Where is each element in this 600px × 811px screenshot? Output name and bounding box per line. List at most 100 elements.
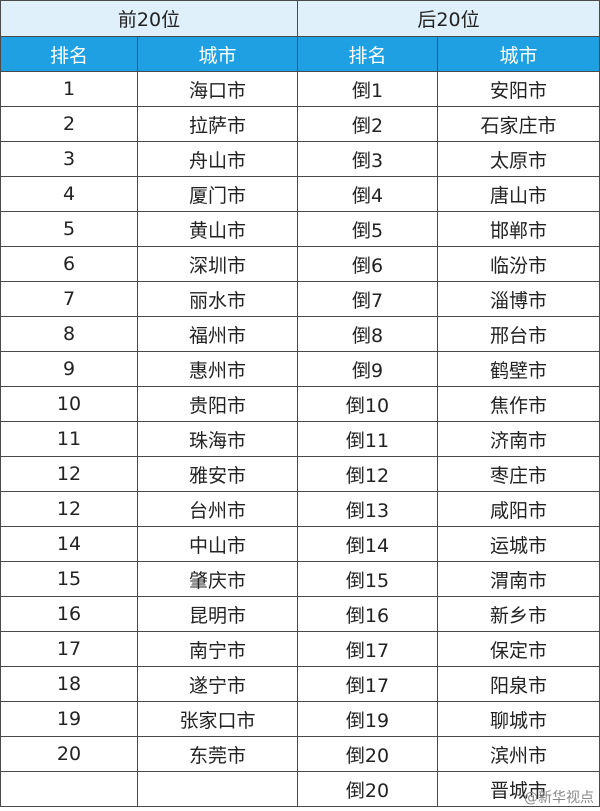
table-row: 2 拉萨市 倒2 石家庄市 (0, 106, 600, 142)
table-row: 18 遂宁市 倒17 阳泉市 (0, 666, 600, 702)
table-cell: 17 (0, 631, 138, 667)
watermark: @新华视点 (524, 790, 594, 806)
table-cell: 海口市 (137, 71, 298, 107)
table-row: 倒20 晋城市 (0, 771, 600, 807)
table-cell: 19 (0, 701, 138, 737)
table-cell: 1 (0, 71, 138, 107)
table-cell: 珠海市 (137, 421, 298, 457)
table-cell: 12 (0, 456, 138, 492)
table-cell: 舟山市 (137, 141, 298, 177)
table-cell: 4 (0, 176, 138, 212)
table-cell: 唐山市 (437, 176, 600, 212)
table-cell: 张家口市 (137, 701, 298, 737)
table-cell: 5 (0, 211, 138, 247)
table-cell: 倒1 (297, 71, 438, 107)
table-cell: 倒2 (297, 106, 438, 142)
table-cell: 深圳市 (137, 246, 298, 282)
group-header: 后20位 (297, 0, 600, 37)
table-cell: 18 (0, 666, 138, 702)
table-cell: 石家庄市 (437, 106, 600, 142)
table-row: 19 张家口市 倒19 聊城市 (0, 701, 600, 737)
table-cell: 倒17 (297, 666, 438, 702)
table-cell: 倒16 (297, 596, 438, 632)
table-cell: 中山市 (137, 526, 298, 562)
table-cell: 倒4 (297, 176, 438, 212)
table-row: 11 珠海市 倒11 济南市 (0, 421, 600, 457)
table-cell: 遂宁市 (137, 666, 298, 702)
table-cell: 倒5 (297, 211, 438, 247)
table-cell: 惠州市 (137, 351, 298, 387)
table-cell: 20 (0, 736, 138, 772)
table-cell: 滨州市 (437, 736, 600, 772)
table-row: 17 南宁市 倒17 保定市 (0, 631, 600, 667)
table-cell: 鹤壁市 (437, 351, 600, 387)
column-header-row: 排名 城市 排名 城市 (0, 36, 600, 72)
table-cell: 枣庄市 (437, 456, 600, 492)
table-cell: 倒3 (297, 141, 438, 177)
table-cell: 16 (0, 596, 138, 632)
column-header: 城市 (437, 36, 600, 72)
table-row: 16 昆明市 倒16 新乡市 (0, 596, 600, 632)
table-cell: 太原市 (437, 141, 600, 177)
table-cell: 贵阳市 (137, 386, 298, 422)
table-cell: 昆明市 (137, 596, 298, 632)
table-cell: 倒15 (297, 561, 438, 597)
table-cell: 倒7 (297, 281, 438, 317)
table-cell: 7 (0, 281, 138, 317)
table-cell: 倒6 (297, 246, 438, 282)
column-header: 排名 (297, 36, 438, 72)
table-cell: 肇庆市 (137, 561, 298, 597)
table-cell: 6 (0, 246, 138, 282)
table-row: 3 舟山市 倒3 太原市 (0, 141, 600, 177)
table-cell: 倒14 (297, 526, 438, 562)
table-cell: 晋城市 (437, 771, 600, 807)
column-header: 城市 (137, 36, 298, 72)
table-cell: 邢台市 (437, 316, 600, 352)
table-row: 12 雅安市 倒12 枣庄市 (0, 456, 600, 492)
table-row: 14 中山市 倒14 运城市 (0, 526, 600, 562)
table-row: 15 肇庆市 倒15 渭南市 (0, 561, 600, 597)
table-cell: 台州市 (137, 491, 298, 527)
table-row: 10 贵阳市 倒10 焦作市 (0, 386, 600, 422)
table-cell: 倒19 (297, 701, 438, 737)
table-cell: 临汾市 (437, 246, 600, 282)
column-header: 排名 (0, 36, 138, 72)
table-cell: 9 (0, 351, 138, 387)
table-cell: 阳泉市 (437, 666, 600, 702)
table-cell: 倒10 (297, 386, 438, 422)
table-row: 5 黄山市 倒5 邯郸市 (0, 211, 600, 247)
table-cell: 厦门市 (137, 176, 298, 212)
table-cell: 倒17 (297, 631, 438, 667)
table-cell: 丽水市 (137, 281, 298, 317)
table-cell: 倒9 (297, 351, 438, 387)
table-cell: 黄山市 (137, 211, 298, 247)
table-cell: 福州市 (137, 316, 298, 352)
table-cell: 10 (0, 386, 138, 422)
table-row: 12 台州市 倒13 咸阳市 (0, 491, 600, 527)
table-cell: 倒20 (297, 736, 438, 772)
table-cell: 倒12 (297, 456, 438, 492)
table-cell: 11 (0, 421, 138, 457)
table-cell: 渭南市 (437, 561, 600, 597)
table-cell: 新乡市 (437, 596, 600, 632)
table-cell: 济南市 (437, 421, 600, 457)
table-cell: 倒8 (297, 316, 438, 352)
table-cell: 焦作市 (437, 386, 600, 422)
group-header: 前20位 (0, 0, 298, 37)
table-cell: 咸阳市 (437, 491, 600, 527)
table-cell: 邯郸市 (437, 211, 600, 247)
table-cell: 倒13 (297, 491, 438, 527)
group-header-row: 前20位 后20位 (0, 0, 600, 37)
table-cell: 倒11 (297, 421, 438, 457)
table-row: 1 海口市 倒1 安阳市 (0, 71, 600, 107)
table-cell: 雅安市 (137, 456, 298, 492)
table-cell: 南宁市 (137, 631, 298, 667)
table-cell: 2 (0, 106, 138, 142)
table-cell (0, 771, 138, 807)
table-row: 20 东莞市 倒20 滨州市 (0, 736, 600, 772)
table-row: 8 福州市 倒8 邢台市 (0, 316, 600, 352)
table-cell: 15 (0, 561, 138, 597)
table-row: 9 惠州市 倒9 鹤壁市 (0, 351, 600, 387)
